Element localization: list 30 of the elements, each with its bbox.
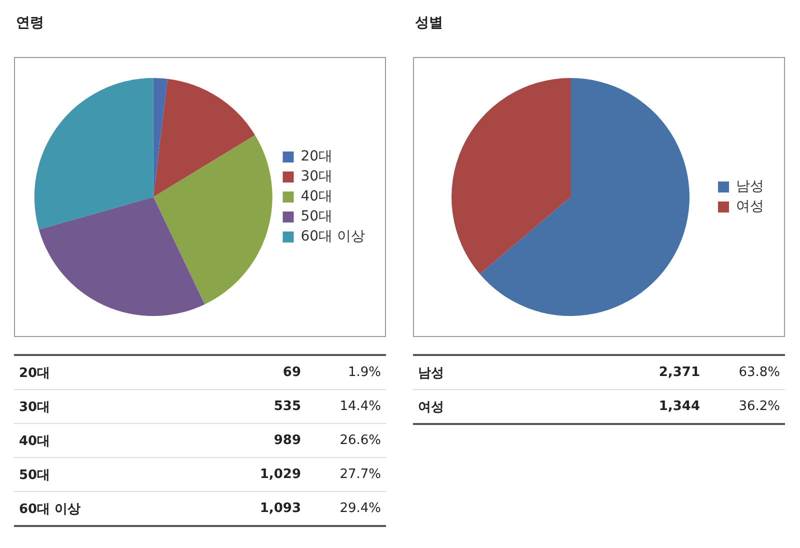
category-label: 20대 xyxy=(19,366,50,380)
legend-label: 여성 xyxy=(736,198,764,215)
chart-title: 성별 xyxy=(415,14,443,32)
text: 29.4% xyxy=(306,492,386,526)
text: 989 xyxy=(184,424,306,458)
legend-label: 30대 xyxy=(300,168,333,185)
text: 27.7% xyxy=(306,458,386,492)
legend-label: 20대 xyxy=(300,148,333,165)
text: 14.4% xyxy=(306,390,386,424)
text: 26.6% xyxy=(306,424,386,458)
text: 63.8% xyxy=(705,355,785,390)
category-label: 30대 xyxy=(19,400,50,414)
slice-label: 남성 xyxy=(413,355,534,390)
text: 2,371 xyxy=(534,355,705,390)
category-label: 40대 xyxy=(19,434,50,448)
text: 36.2% xyxy=(705,390,785,424)
chart-title: 연령 xyxy=(16,14,44,32)
text: 69 xyxy=(184,355,306,390)
legend-label: 남성 xyxy=(736,178,764,195)
category-label: 여성 xyxy=(418,400,444,414)
legend-label: 40대 xyxy=(300,188,333,205)
category-label: 60대 이상 xyxy=(19,502,81,516)
text: 1,093 xyxy=(184,492,306,526)
text: 535 xyxy=(184,390,306,424)
text: 1,344 xyxy=(534,390,705,424)
legend-label: 60대 이상 xyxy=(300,228,365,245)
text: 1,029 xyxy=(184,458,306,492)
category-label: 50대 xyxy=(19,468,50,482)
legend-label: 50대 xyxy=(300,208,333,225)
text: 1.9% xyxy=(306,355,386,390)
